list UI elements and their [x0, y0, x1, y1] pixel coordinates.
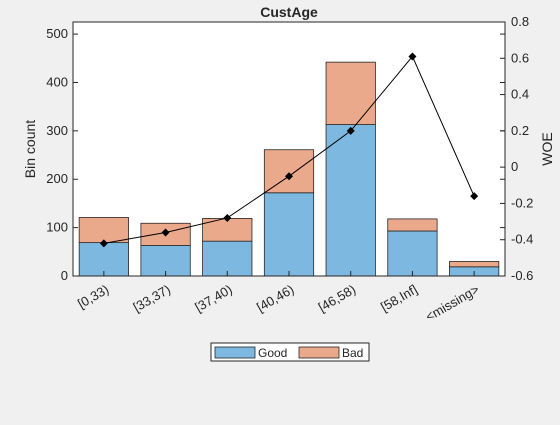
y-tick-label-1: 100 [46, 220, 68, 235]
y-tick-label-5: 500 [46, 26, 68, 41]
legend-swatch-good [214, 346, 256, 359]
y2-tick-label-3: 0 [511, 159, 518, 174]
woe-point-4 [346, 126, 355, 135]
bar-bad-3 [263, 149, 315, 194]
x-axis: [0,33) [33,37) [37,40) [40,46) [46,58) [58,In… [75, 271, 482, 324]
y-tick-label-2: 200 [46, 171, 68, 186]
y2-tick-label-7: 0.8 [511, 14, 529, 29]
woe-point-5 [408, 52, 417, 61]
y2-tick-label-2: -0.2 [511, 195, 533, 210]
x-tick-label-2: [37,40) [192, 282, 235, 315]
legend-label-bad: Bad [342, 346, 363, 360]
bar-bad-5 [387, 218, 438, 232]
woe-point-6 [470, 192, 479, 201]
legend[interactable]: Good Bad [210, 342, 370, 362]
chart-title: CustAge [260, 4, 318, 20]
x-tick-label-0: [0,33) [75, 282, 111, 312]
y2-tick-label-5: 0.4 [511, 87, 529, 102]
bar-bad-6 [449, 261, 500, 268]
y-tick-label-3: 300 [46, 123, 68, 138]
bar-good-4 [325, 124, 376, 277]
x-tick-label-1: [33,37) [131, 282, 174, 315]
bar-bad-0 [78, 217, 129, 244]
y-tick-label-0: 0 [61, 268, 68, 283]
bar-good-1 [140, 245, 191, 277]
woe-point-3 [285, 172, 293, 181]
y-tick-label-4: 400 [46, 74, 68, 89]
woe-point-0 [99, 239, 108, 248]
x-tick-label-5: [58,Inf] [378, 282, 420, 315]
right-axis: -0.6 -0.4 -0.2 0 0.2 0.4 0.6 0.8 [500, 14, 533, 283]
y2-tick-label-1: -0.4 [511, 232, 533, 247]
y-axis-label: Bin count [22, 120, 38, 178]
bar-bad-4 [325, 61, 376, 125]
legend-swatch-bad [298, 346, 340, 359]
legend-label-good: Good [258, 346, 287, 360]
x-tick-label-4: [46,58) [316, 282, 359, 315]
y2-tick-label-4: 0.2 [511, 123, 529, 138]
bar-good-3 [263, 192, 315, 277]
woe-point-2 [223, 213, 232, 222]
woe-line-layer [99, 52, 479, 248]
x-tick-label-3: [40,46) [254, 282, 297, 315]
woe-point-1 [161, 228, 170, 237]
bar-good-2 [202, 240, 253, 277]
y2-tick-label-6: 0.6 [511, 50, 529, 65]
x-tick-label-6: <missing> [423, 282, 482, 325]
y2-tick-label-0: -0.6 [511, 268, 533, 283]
left-axis: 0 100 200 300 400 500 [46, 26, 505, 283]
bar-good-0 [78, 242, 129, 277]
bars-layer [78, 61, 500, 277]
bar-good-5 [387, 230, 438, 277]
y2-axis-label: WOE [539, 132, 555, 165]
